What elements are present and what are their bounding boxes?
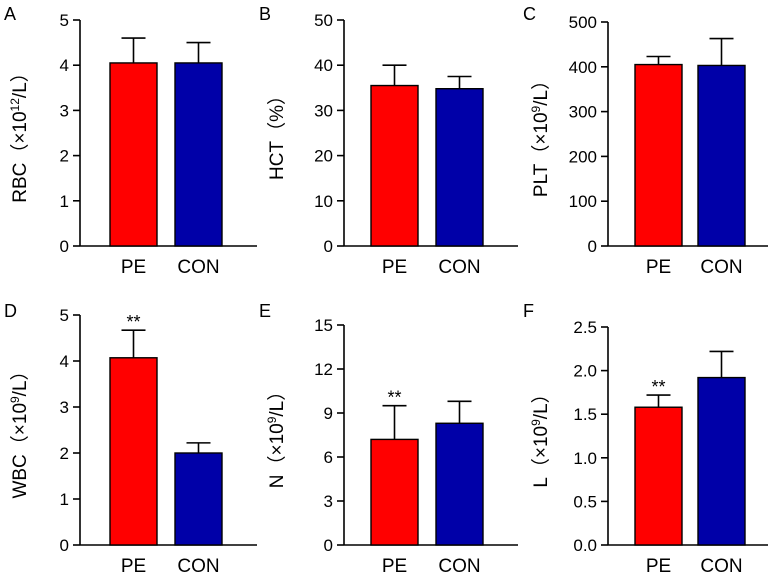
y-tick-label: 4 [60, 56, 69, 75]
category-label: CON [177, 556, 219, 577]
y-axis-label: N（×109/L） [265, 382, 288, 489]
y-tick-label: 2 [60, 444, 69, 463]
y-tick-label: 1.0 [573, 449, 597, 468]
y-tick-label: 6 [324, 448, 333, 467]
chart-panel-c: C 0 100 200 300 400 500 PLT（×109/L） PE CON [523, 4, 768, 278]
y-tick-label: 40 [314, 56, 333, 75]
category-label: PE [646, 257, 671, 278]
y-axis-label-superscript: 12 [8, 98, 22, 112]
y-tick-label: 5 [60, 11, 69, 30]
category-label: CON [438, 556, 480, 577]
y-tick-label: 2.5 [573, 318, 597, 337]
category-label: CON [177, 257, 219, 278]
y-axis-label-main: L（×10 [530, 426, 552, 488]
y-tick-label: 5 [60, 306, 69, 325]
y-axis-label-end: /L） [530, 71, 552, 106]
y-axis-label-superscript: 9 [529, 419, 543, 426]
bar-con [174, 452, 223, 546]
y-axis-label-end: /L） [9, 361, 31, 396]
y-tick-label: 3 [324, 492, 333, 511]
y-axis-label-end: /L） [9, 63, 31, 98]
y-axis-label: PLT（×109/L） [529, 71, 552, 197]
y-tick-label: 300 [569, 103, 597, 122]
y-axis-label: RBC（×1012/L） [8, 63, 31, 203]
y-tick-label: 100 [569, 192, 597, 211]
y-axis-label-superscript: 9 [8, 396, 22, 403]
y-axis-label: L（×109/L） [529, 384, 552, 487]
y-tick-label: 20 [314, 147, 333, 166]
bar-con [697, 376, 746, 546]
y-tick-label: 50 [314, 11, 333, 30]
y-tick-label: 0 [324, 237, 333, 256]
y-tick-label: 1.5 [573, 405, 597, 424]
y-tick-label: 12 [314, 360, 333, 379]
y-tick-label: 2 [60, 147, 69, 166]
y-tick-label: 2.0 [573, 362, 597, 381]
y-tick-label: 3 [60, 101, 69, 120]
y-tick-label: 1 [60, 192, 69, 211]
chart-panel-f: F 0.0 0.5 1.0 1.5 2.0 2.5 L（×109/L） PE ** CON [523, 301, 768, 577]
y-tick-label: 9 [324, 404, 333, 423]
bar-pe [109, 357, 158, 546]
y-tick-label: 400 [569, 58, 597, 77]
bar-con [435, 422, 484, 546]
category-label: CON [438, 257, 480, 278]
y-tick-label: 10 [314, 192, 333, 211]
y-axis-label-main: N（×10 [266, 423, 288, 488]
y-tick-label: 4 [60, 352, 69, 371]
panel-letter: D [4, 301, 17, 321]
panel-letter: F [523, 301, 534, 321]
y-axis-label-main: PLT（×10 [530, 112, 552, 197]
category-label: CON [700, 257, 742, 278]
category-label: CON [700, 556, 742, 577]
panel-letter: B [259, 4, 271, 24]
y-axis-label-superscript: 9 [265, 416, 279, 423]
bar-con [435, 88, 484, 247]
chart-panel-d: D 0 1 2 3 4 5 WBC（×109/L） PE ** CON [4, 301, 257, 577]
y-axis-label-main: HCT（%） [266, 86, 288, 180]
bar-pe [634, 63, 683, 247]
panel-letter: E [259, 301, 271, 321]
y-axis-label: HCT（%） [266, 86, 288, 180]
y-tick-label: 500 [569, 13, 597, 32]
panel-letter: A [4, 4, 16, 24]
y-axis-label-superscript: 9 [529, 105, 543, 112]
category-label: PE [382, 257, 407, 278]
significance-marker: ** [387, 388, 401, 408]
y-tick-label: 0 [588, 237, 597, 256]
bar-con [174, 62, 223, 247]
y-axis-label: WBC（×109/L） [8, 361, 31, 498]
bar-pe [634, 406, 683, 546]
panel-letter: C [523, 4, 536, 24]
y-axis-label-end: /L） [266, 382, 288, 417]
y-tick-label: 0.5 [573, 492, 597, 511]
y-tick-label: 0 [60, 237, 69, 256]
category-label: PE [646, 556, 671, 577]
significance-marker: ** [651, 377, 665, 397]
chart-panel-b: B 0 10 20 30 40 50 HCT（%） PE CON [259, 4, 518, 278]
y-tick-label: 200 [569, 147, 597, 166]
y-tick-label: 0 [324, 536, 333, 555]
y-tick-label: 1 [60, 490, 69, 509]
significance-marker: ** [126, 312, 140, 332]
bar-con [697, 64, 746, 247]
y-axis-label-main: RBC（×10 [9, 111, 31, 202]
y-tick-label: 30 [314, 101, 333, 120]
y-tick-label: 3 [60, 398, 69, 417]
category-label: PE [382, 556, 407, 577]
y-tick-label: 0.0 [573, 536, 597, 555]
category-label: PE [121, 257, 146, 278]
y-tick-label: 15 [314, 316, 333, 335]
bar-pe [109, 62, 158, 247]
y-tick-label: 0 [60, 536, 69, 555]
y-axis-label-end: /L） [530, 384, 552, 419]
category-label: PE [121, 556, 146, 577]
bar-pe [370, 438, 419, 546]
bar-pe [370, 84, 419, 247]
y-axis-label-main: WBC（×10 [9, 403, 31, 499]
